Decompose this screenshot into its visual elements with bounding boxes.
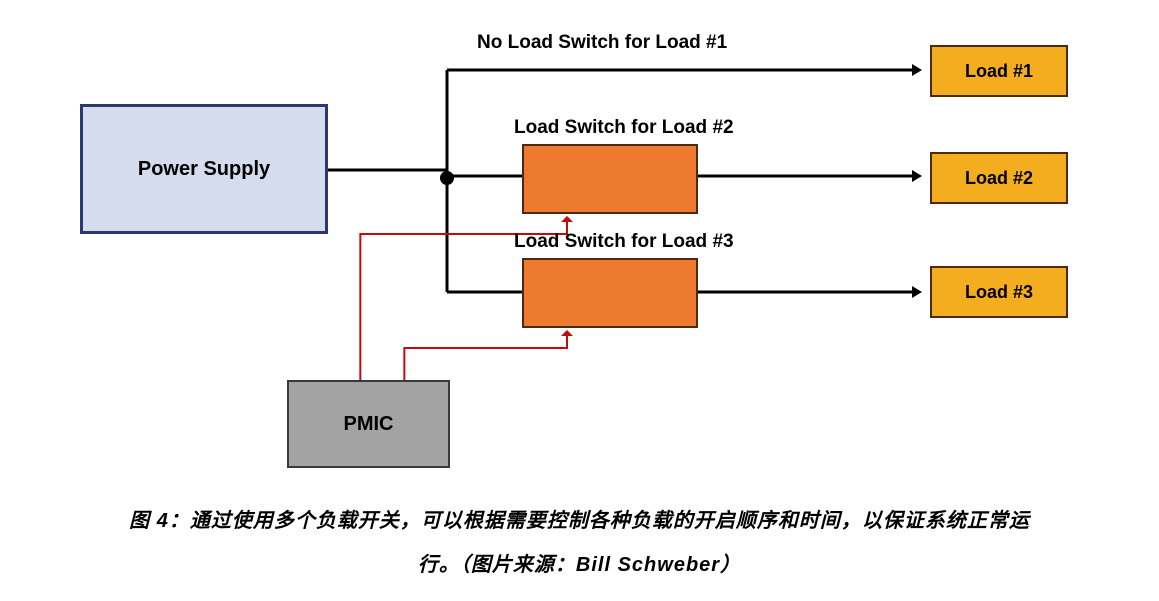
load-2-block: Load #2 [930, 152, 1068, 204]
pmic-block: PMIC [287, 380, 450, 468]
pmic-label: PMIC [344, 413, 394, 436]
no-load-switch-label: No Load Switch for Load #1 [477, 32, 727, 54]
caption-line-2: 行。（图片来源：Bill Schweber） [0, 548, 1159, 577]
load-1-label: Load #1 [965, 61, 1033, 82]
diagram-canvas: Power Supply PMIC Load #1 Load #2 Load #… [0, 0, 1159, 601]
load-switch-2-block [522, 144, 698, 214]
power-supply-label: Power Supply [138, 158, 270, 181]
load-switch-2-label: Load Switch for Load #2 [514, 117, 734, 139]
load-switch-3-block [522, 258, 698, 328]
load-2-label: Load #2 [965, 168, 1033, 189]
power-supply-block: Power Supply [80, 104, 328, 234]
load-switch-3-label: Load Switch for Load #3 [514, 231, 734, 253]
load-3-block: Load #3 [930, 266, 1068, 318]
load-3-label: Load #3 [965, 282, 1033, 303]
load-1-block: Load #1 [930, 45, 1068, 97]
caption-line-1: 图 4：通过使用多个负载开关，可以根据需要控制各种负载的开启顺序和时间，以保证系… [0, 504, 1159, 533]
